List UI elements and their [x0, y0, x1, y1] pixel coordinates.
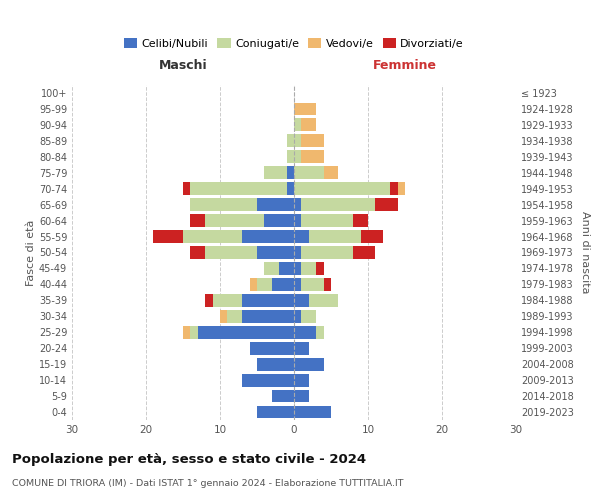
Bar [205, 246, 257, 259]
Bar [190, 214, 205, 227]
Bar [287, 166, 294, 179]
Bar [257, 358, 294, 370]
Bar [361, 230, 383, 243]
Bar [294, 246, 301, 259]
Bar [250, 342, 294, 354]
Text: Popolazione per età, sesso e stato civile - 2024: Popolazione per età, sesso e stato civil… [12, 452, 366, 466]
Bar [309, 230, 361, 243]
Bar [301, 118, 316, 132]
Bar [316, 262, 323, 275]
Bar [301, 150, 323, 163]
Bar [323, 166, 338, 179]
Y-axis label: Anni di nascita: Anni di nascita [580, 211, 590, 294]
Bar [257, 246, 294, 259]
Bar [227, 310, 242, 322]
Bar [294, 198, 301, 211]
Bar [301, 278, 323, 291]
Bar [220, 310, 227, 322]
Bar [265, 166, 287, 179]
Bar [294, 166, 323, 179]
Bar [294, 374, 309, 386]
Bar [294, 214, 301, 227]
Bar [190, 198, 257, 211]
Bar [287, 150, 294, 163]
Bar [353, 246, 376, 259]
Bar [301, 310, 316, 322]
Bar [287, 182, 294, 195]
Bar [242, 310, 294, 322]
Bar [294, 102, 316, 116]
Bar [316, 326, 323, 338]
Bar [294, 278, 301, 291]
Bar [390, 182, 398, 195]
Bar [294, 118, 301, 132]
Bar [154, 230, 183, 243]
Bar [272, 278, 294, 291]
Bar [198, 326, 294, 338]
Text: Maschi: Maschi [158, 59, 208, 72]
Bar [294, 342, 309, 354]
Bar [287, 134, 294, 147]
Bar [301, 214, 353, 227]
Bar [323, 278, 331, 291]
Bar [294, 358, 323, 370]
Bar [272, 390, 294, 402]
Bar [257, 198, 294, 211]
Bar [294, 310, 301, 322]
Bar [190, 182, 287, 195]
Bar [294, 134, 301, 147]
Bar [301, 134, 323, 147]
Bar [257, 278, 272, 291]
Text: Femmine: Femmine [373, 59, 437, 72]
Bar [294, 294, 309, 306]
Bar [265, 214, 294, 227]
Legend: Celibi/Nubili, Coniugati/e, Vedovi/e, Divorziati/e: Celibi/Nubili, Coniugati/e, Vedovi/e, Di… [119, 34, 469, 54]
Bar [376, 198, 398, 211]
Bar [294, 150, 301, 163]
Bar [242, 230, 294, 243]
Bar [294, 390, 309, 402]
Bar [257, 406, 294, 418]
Bar [250, 278, 257, 291]
Bar [294, 230, 309, 243]
Bar [242, 294, 294, 306]
Bar [398, 182, 405, 195]
Bar [301, 198, 376, 211]
Bar [212, 294, 242, 306]
Bar [301, 262, 316, 275]
Text: COMUNE DI TRIORA (IM) - Dati ISTAT 1° gennaio 2024 - Elaborazione TUTTITALIA.IT: COMUNE DI TRIORA (IM) - Dati ISTAT 1° ge… [12, 479, 404, 488]
Bar [183, 182, 190, 195]
Bar [183, 326, 190, 338]
Bar [294, 262, 301, 275]
Bar [265, 262, 279, 275]
Bar [353, 214, 368, 227]
Bar [294, 182, 390, 195]
Bar [301, 246, 353, 259]
Bar [205, 294, 212, 306]
Y-axis label: Fasce di età: Fasce di età [26, 220, 36, 286]
Bar [183, 230, 242, 243]
Bar [294, 326, 316, 338]
Bar [190, 246, 205, 259]
Bar [205, 214, 265, 227]
Bar [242, 374, 294, 386]
Bar [309, 294, 338, 306]
Bar [190, 326, 198, 338]
Bar [294, 406, 331, 418]
Bar [279, 262, 294, 275]
